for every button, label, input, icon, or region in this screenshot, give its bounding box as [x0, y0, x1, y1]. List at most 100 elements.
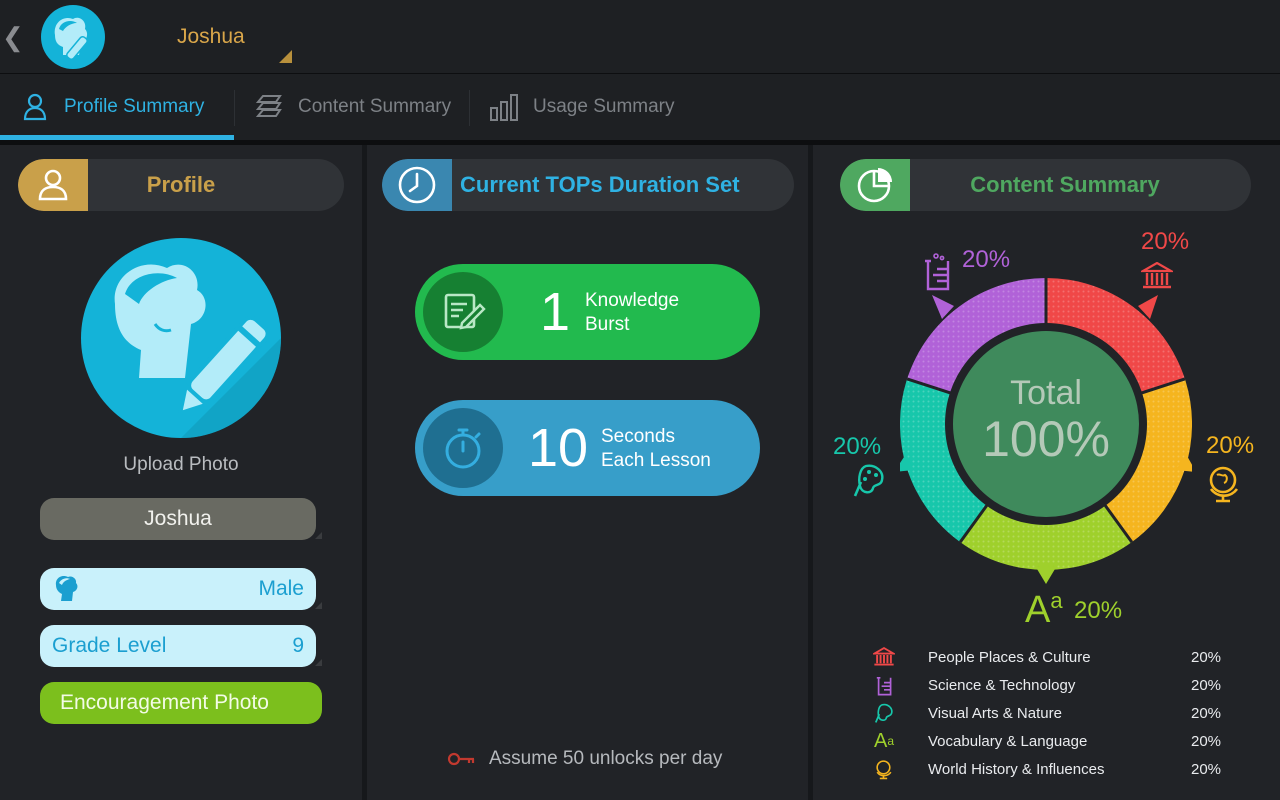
key-icon	[447, 752, 475, 766]
gender-field[interactable]: Male	[40, 568, 316, 610]
content-summary-header-icon	[840, 159, 910, 211]
person-outline-icon	[23, 93, 47, 121]
top-bar	[0, 0, 1280, 73]
legend-name: World History & Influences	[928, 760, 1105, 778]
profile-title: Profile	[146, 172, 216, 197]
seconds-per-lesson-setting[interactable]: 10 Seconds Each Lesson	[415, 400, 760, 496]
globe-icon	[1209, 466, 1239, 503]
stopwatch-icon-circle	[423, 408, 503, 488]
legend-row: World History & Influences 20%	[872, 757, 1232, 781]
field-corner	[315, 602, 322, 609]
museum-icon	[1141, 262, 1173, 289]
legend-name: Vocabulary & Language	[928, 732, 1088, 750]
legend-name: Visual Arts & Nature	[928, 704, 1062, 722]
legend-row: People Places & Culture 20%	[872, 645, 1232, 669]
legend-row: Science & Technology 20%	[872, 673, 1232, 697]
knowledge-burst-line1: Knowledge	[585, 290, 680, 311]
knowledge-burst-setting[interactable]: 1 Knowledge Burst	[415, 264, 760, 360]
legend-row: Visual Arts & Nature 20%	[872, 701, 1232, 725]
back-chevron-icon[interactable]: ❮	[2, 22, 24, 52]
content-summary-title: Content Summary	[970, 172, 1160, 197]
notepad-edit-icon	[444, 293, 486, 330]
segment-texture	[1099, 378, 1192, 543]
boy-head-icon	[55, 575, 78, 601]
tab-usage-summary[interactable]: Usage Summary	[489, 74, 675, 140]
tab-label: Content Summary	[298, 96, 452, 117]
palette-icon	[872, 701, 896, 725]
legend-value: 20%	[1191, 704, 1222, 722]
segment-pointer	[1176, 454, 1192, 472]
active-tab-indicator	[0, 135, 234, 141]
encouragement-photo-button[interactable]: Encouragement Photo	[40, 682, 322, 724]
seconds-line2: Each Lesson	[601, 450, 711, 471]
tab-bar	[0, 74, 1280, 140]
stack-icon	[255, 95, 282, 117]
current-user-name[interactable]: Joshua	[177, 25, 245, 48]
arts-percent: 20%	[833, 433, 882, 460]
profile-photo[interactable]	[81, 238, 281, 438]
legend-name: Science & Technology	[928, 676, 1076, 694]
stopwatch-icon	[445, 428, 481, 469]
knowledge-burst-icon-circle	[423, 272, 503, 352]
unlock-note: Assume 50 unlocks per day	[447, 748, 722, 770]
pie-chart-icon	[857, 168, 892, 203]
grade-level-label: Grade Level	[52, 634, 167, 657]
knowledge-burst-line2: Burst	[585, 314, 630, 335]
beaker-icon	[925, 253, 950, 291]
person-icon	[38, 169, 68, 201]
user-avatar[interactable]	[41, 5, 105, 69]
bar-chart-icon	[490, 94, 518, 121]
tab-label: Usage Summary	[533, 96, 675, 117]
name-field[interactable]: Joshua	[40, 498, 316, 540]
letters-icon: Aa	[1025, 588, 1063, 631]
segment-texture	[960, 497, 1132, 570]
seconds-count: 10	[527, 418, 589, 478]
segment-texture	[1046, 278, 1185, 396]
profile-header-icon	[18, 159, 88, 211]
grade-level-field[interactable]: Grade Level 9	[40, 625, 316, 667]
segment-pointer	[1138, 295, 1158, 319]
clock-icon	[398, 166, 436, 204]
duration-title: Current TOPs Duration Set	[460, 172, 740, 197]
total-value: 100%	[982, 411, 1110, 467]
segment-texture	[900, 378, 993, 543]
divider	[0, 140, 1280, 145]
vocab-percent: 20%	[1074, 597, 1123, 624]
tab-separator	[234, 90, 235, 126]
duration-header: Current TOPs Duration Set	[382, 159, 794, 211]
unlock-note-text: Assume 50 unlocks per day	[489, 748, 723, 769]
tab-content-summary[interactable]: Content Summary	[254, 74, 451, 140]
legend-value: 20%	[1191, 732, 1222, 750]
segment-pointer	[932, 295, 954, 319]
divider	[0, 73, 1280, 74]
beaker-icon	[872, 673, 896, 697]
field-corner	[315, 659, 322, 666]
segment-pointer	[900, 454, 914, 472]
legend-value: 20%	[1191, 648, 1222, 666]
history-percent: 20%	[1206, 432, 1255, 459]
user-dropdown-indicator-icon[interactable]	[279, 50, 292, 63]
duration-header-icon	[382, 159, 452, 211]
gender-value: Male	[258, 577, 304, 600]
legend-value: 20%	[1191, 760, 1222, 778]
field-corner	[315, 532, 322, 539]
science-percent: 20%	[962, 246, 1011, 273]
knowledge-burst-count: 1	[539, 282, 571, 342]
grade-level-value: 9	[292, 634, 304, 657]
people-percent: 20%	[1141, 228, 1190, 255]
segment-pointer	[1034, 564, 1058, 584]
content-summary-header: Content Summary	[840, 159, 1251, 211]
palette-icon	[853, 464, 884, 497]
globe-icon	[872, 757, 896, 781]
legend-value: 20%	[1191, 676, 1222, 694]
seconds-line1: Seconds	[601, 426, 675, 447]
tab-label: Profile Summary	[64, 96, 205, 117]
profile-header: Profile	[18, 159, 344, 211]
upload-photo-link[interactable]: Upload Photo	[123, 454, 239, 475]
boy-pencil-avatar-icon	[54, 17, 88, 61]
total-label: Total	[1010, 374, 1082, 412]
tab-profile-summary[interactable]: Profile Summary	[20, 74, 204, 140]
legend-name: People Places & Culture	[928, 648, 1091, 666]
